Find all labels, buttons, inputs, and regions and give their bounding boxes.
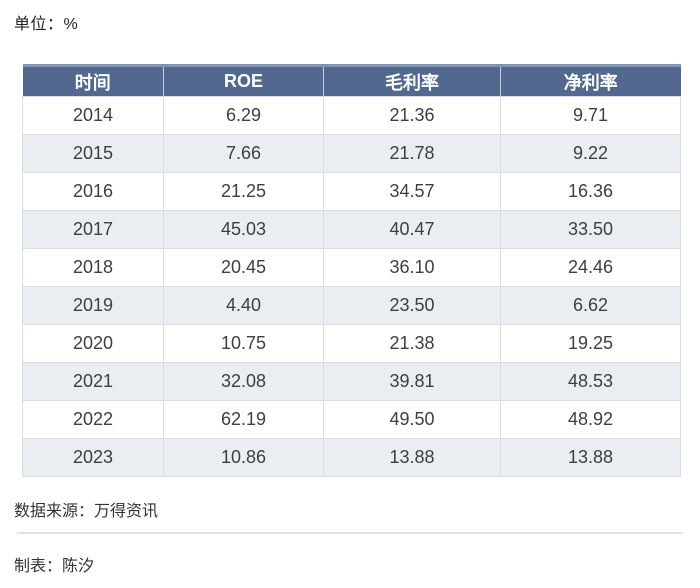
value-cell: 34.57 <box>323 172 501 211</box>
value-cell: 32.08 <box>163 362 324 401</box>
value-cell: 39.81 <box>323 362 501 401</box>
column-header-1: ROE <box>163 64 324 97</box>
value-cell: 21.78 <box>323 134 501 173</box>
table-row-2022: 2022 62.19 49.50 48.92 <box>22 400 681 439</box>
year-cell: 2021 <box>22 362 164 401</box>
column-header-0: 时间 <box>22 64 164 97</box>
value-cell: 48.92 <box>500 400 681 439</box>
year-cell: 2020 <box>22 324 164 363</box>
year-cell: 2016 <box>22 172 164 211</box>
table-row-2021: 2021 32.08 39.81 48.53 <box>22 362 681 401</box>
table-row-2018: 2018 20.45 36.10 24.46 <box>22 248 681 287</box>
column-header-3: 净利率 <box>500 64 681 97</box>
value-cell: 16.36 <box>500 172 681 211</box>
year-cell: 2018 <box>22 248 164 287</box>
table-body: 2014 6.29 21.36 9.71 2015 7.66 21.78 9.22 2016 21… <box>22 96 681 477</box>
table-row-2023: 2023 10.86 13.88 13.88 <box>22 438 681 477</box>
value-cell: 21.36 <box>323 96 501 135</box>
value-cell: 40.47 <box>323 210 501 249</box>
value-cell: 13.88 <box>500 438 681 477</box>
year-cell: 2019 <box>22 286 164 325</box>
value-cell: 9.22 <box>500 134 681 173</box>
table-row-2019: 2019 4.40 23.50 6.62 <box>22 286 681 325</box>
footer-divider <box>17 532 683 534</box>
value-cell: 62.19 <box>163 400 324 439</box>
table-row-2017: 2017 45.03 40.47 33.50 <box>22 210 681 249</box>
year-cell: 2014 <box>22 96 164 135</box>
data-source-label: 数据来源：万得资讯 <box>14 503 159 520</box>
value-cell: 33.50 <box>500 210 681 249</box>
table-header-row: 时间 ROE 毛利率 净利率 <box>22 64 681 97</box>
value-cell: 7.66 <box>163 134 324 173</box>
year-cell: 2015 <box>22 134 164 173</box>
value-cell: 36.10 <box>323 248 501 287</box>
value-cell: 23.50 <box>323 286 501 325</box>
value-cell: 9.71 <box>500 96 681 135</box>
table-row-2016: 2016 21.25 34.57 16.36 <box>22 172 681 211</box>
year-cell: 2023 <box>22 438 164 477</box>
value-cell: 48.53 <box>500 362 681 401</box>
value-cell: 4.40 <box>163 286 324 325</box>
unit-label: 单位：% <box>14 16 79 33</box>
year-cell: 2017 <box>22 210 164 249</box>
table-row-2020: 2020 10.75 21.38 19.25 <box>22 324 681 363</box>
value-cell: 45.03 <box>163 210 324 249</box>
value-cell: 6.29 <box>163 96 324 135</box>
value-cell: 10.86 <box>163 438 324 477</box>
financial-metrics-table: 时间 ROE 毛利率 净利率 2014 6.29 21.36 9.71 2015 7.66 21.… <box>22 64 681 477</box>
credit-label: 制表：陈汐 <box>14 558 95 575</box>
value-cell: 19.25 <box>500 324 681 363</box>
column-header-2: 毛利率 <box>323 64 501 97</box>
table-row-2015: 2015 7.66 21.78 9.22 <box>22 134 681 173</box>
value-cell: 6.62 <box>500 286 681 325</box>
value-cell: 20.45 <box>163 248 324 287</box>
value-cell: 24.46 <box>500 248 681 287</box>
table-row-2014: 2014 6.29 21.36 9.71 <box>22 96 681 135</box>
value-cell: 21.25 <box>163 172 324 211</box>
value-cell: 10.75 <box>163 324 324 363</box>
article-page: 单位：% 时间 ROE 毛利率 净利率 2014 6.29 21.36 9.71 2015 7.… <box>0 10 700 576</box>
value-cell: 13.88 <box>323 438 501 477</box>
value-cell: 21.38 <box>323 324 501 363</box>
value-cell: 49.50 <box>323 400 501 439</box>
year-cell: 2022 <box>22 400 164 439</box>
